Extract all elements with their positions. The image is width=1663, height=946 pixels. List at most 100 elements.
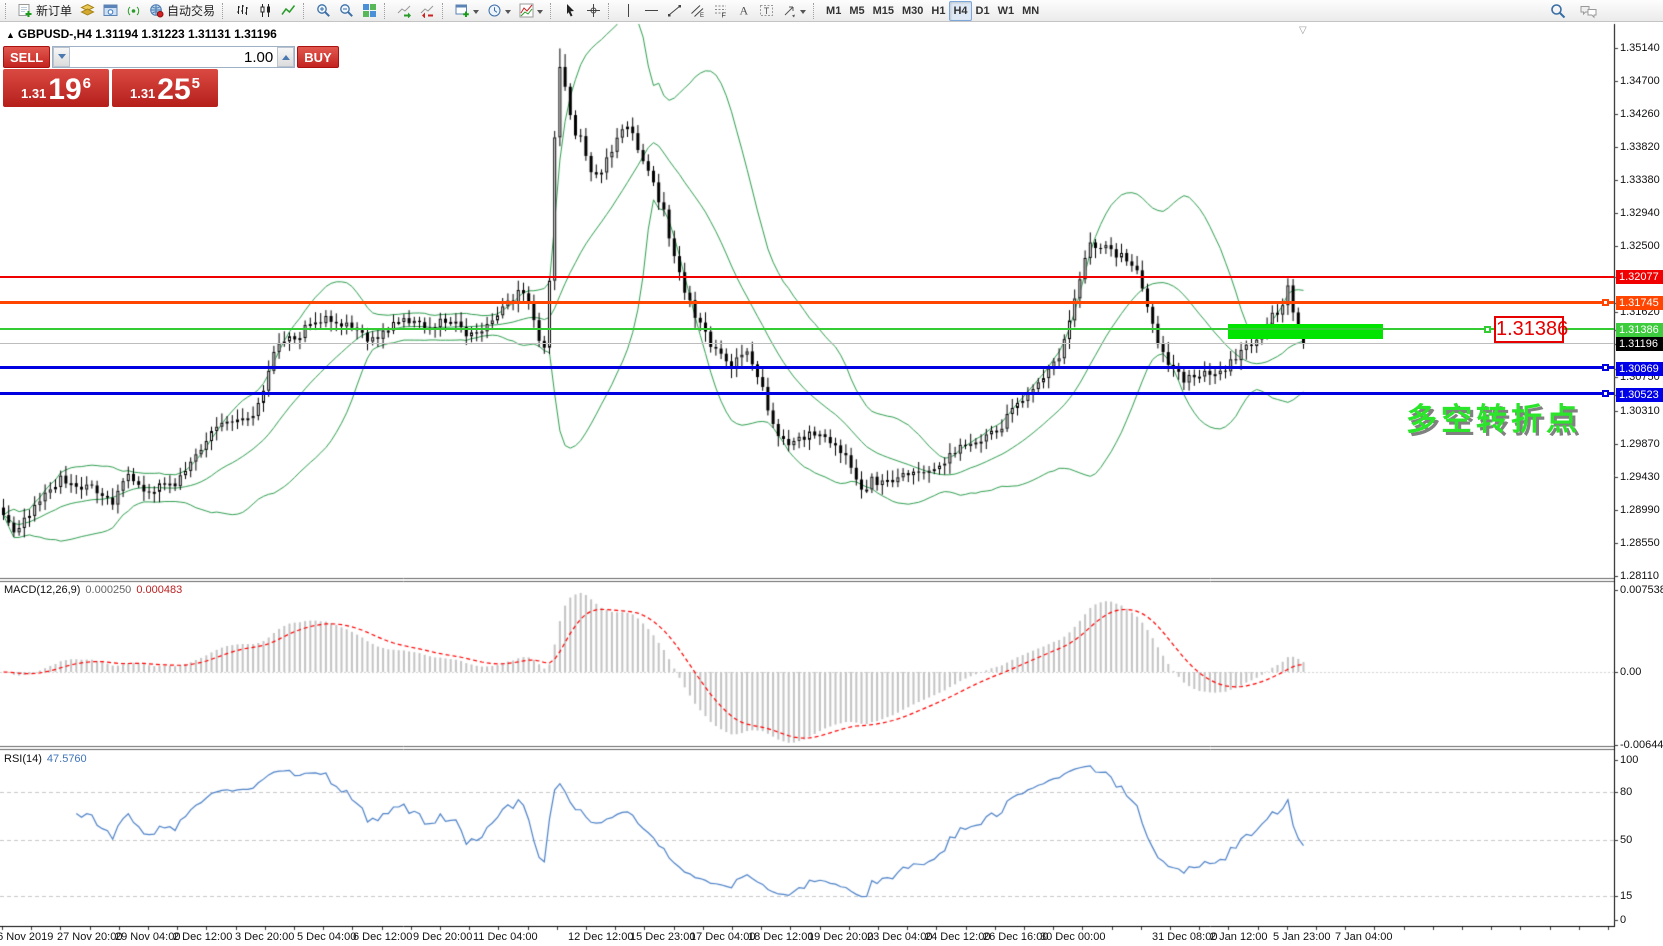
zoom-out-icon — [339, 3, 354, 18]
time-axis-label: 9 Dec 20:00 — [413, 931, 473, 943]
vline-icon — [621, 3, 636, 18]
sell-price-sup: 6 — [82, 75, 92, 92]
period-button[interactable] — [483, 1, 515, 21]
tile-windows-button[interactable] — [358, 1, 381, 21]
macd-main-value: 0.000250 — [85, 584, 132, 596]
fibo-icon: F — [713, 3, 728, 18]
buy-price[interactable]: 1.31 25 5 — [112, 69, 218, 107]
macd-axis-label: 0.00 — [1620, 666, 1642, 678]
market-watch-icon — [80, 3, 95, 18]
price-axis-label: 1.33380 — [1620, 174, 1660, 186]
new-order-button[interactable]: 新订单 — [14, 1, 76, 21]
horizontal-level-line[interactable] — [0, 343, 1614, 344]
indicators-button[interactable] — [515, 1, 547, 21]
macd-axis-label: -0.006446 — [1620, 739, 1663, 751]
line-chart-button[interactable] — [277, 1, 300, 21]
market-watch-button[interactable] — [76, 1, 99, 21]
timeframe-button-m15[interactable]: M15 — [869, 1, 898, 21]
auto-scroll-button[interactable] — [393, 1, 416, 21]
zoom-in-button[interactable] — [312, 1, 335, 21]
timeframe-button-m5[interactable]: M5 — [845, 1, 868, 21]
sell-button[interactable]: SELL — [3, 46, 51, 68]
support-zone-highlight[interactable] — [1228, 324, 1383, 339]
volume-input[interactable] — [70, 47, 278, 67]
svg-text:E: E — [700, 13, 704, 18]
chart-annotation-text[interactable]: 多空转折点 — [1406, 402, 1581, 437]
toolbar-separator — [5, 2, 11, 19]
new-chart-button[interactable] — [451, 1, 483, 21]
chart-shift-marker[interactable]: ▽ — [1299, 25, 1307, 36]
hline-button[interactable] — [640, 1, 663, 21]
autotrading-button[interactable]: 自动交易 — [145, 1, 219, 21]
vline-button[interactable] — [617, 1, 640, 21]
trendline-button[interactable] — [663, 1, 686, 21]
channel-button[interactable]: E — [686, 1, 709, 21]
crosshair-button[interactable] — [582, 1, 605, 21]
horizontal-level-line[interactable] — [0, 301, 1614, 304]
text-button[interactable]: A — [732, 1, 755, 21]
svg-text:F: F — [722, 13, 726, 19]
timeframe-button-mn[interactable]: MN — [1018, 1, 1043, 21]
caret-down-icon — [800, 9, 807, 17]
sell-price[interactable]: 1.31 19 6 — [3, 69, 109, 107]
timeframe-button-m1[interactable]: M1 — [822, 1, 845, 21]
bar-chart-button[interactable] — [231, 1, 254, 21]
shapes-button[interactable] — [778, 1, 810, 21]
terminal-button[interactable] — [122, 1, 145, 21]
label-button[interactable]: T — [755, 1, 778, 21]
price-axis-label: 1.30310 — [1620, 405, 1660, 417]
time-axis-label: 11 Dec 04:00 — [473, 931, 538, 943]
line-drag-handle[interactable] — [1602, 364, 1609, 371]
trade-panel-top-row: SELL BUY — [3, 46, 339, 68]
timeframe-button-d1[interactable]: D1 — [972, 1, 994, 21]
fibo-button[interactable]: F — [709, 1, 732, 21]
bar-chart-icon — [235, 3, 250, 18]
search-button[interactable] — [1546, 1, 1570, 21]
candlestick-button[interactable] — [254, 1, 277, 21]
volume-decrease-button[interactable] — [53, 47, 71, 67]
chat-icon — [1580, 4, 1597, 19]
price-axis-label: 1.28990 — [1620, 504, 1660, 516]
time-axis-label: 27 Nov 20:00 — [57, 931, 123, 943]
line-drag-handle[interactable] — [1602, 299, 1609, 306]
buy-price-big: 25 — [157, 73, 191, 106]
price-tag: 1.32077 — [1616, 270, 1663, 284]
horizontal-level-line[interactable] — [0, 328, 1614, 330]
text-icon: A — [736, 3, 751, 18]
svg-text:T: T — [764, 6, 770, 16]
volume-increase-button[interactable] — [277, 47, 295, 67]
price-tag: 1.31196 — [1616, 337, 1663, 351]
chart-shift-icon — [420, 3, 435, 18]
zoom-out-button[interactable] — [335, 1, 358, 21]
chart-shift-button[interactable] — [416, 1, 439, 21]
price-axis-label: 1.32940 — [1620, 207, 1660, 219]
line-drag-handle[interactable] — [1602, 390, 1609, 397]
time-axis-label: 6 Dec 12:00 — [353, 931, 413, 943]
timeframe-button-m30[interactable]: M30 — [898, 1, 927, 21]
cursor-button[interactable] — [559, 1, 582, 21]
timeframe-button-h4[interactable]: H4 — [949, 0, 972, 21]
autotrading-button-label: 自动交易 — [167, 4, 216, 18]
sell-price-small: 1.31 — [20, 86, 47, 101]
time-axis-label: 29 Nov 04:00 — [115, 931, 181, 943]
time-axis-label: 3 Dec 20:00 — [235, 931, 295, 943]
price-tag: 1.30869 — [1616, 362, 1663, 376]
timeframe-button-w1[interactable]: W1 — [994, 1, 1019, 21]
line-chart-icon — [281, 3, 296, 18]
horizontal-level-line[interactable] — [0, 392, 1614, 395]
clock-icon — [487, 3, 502, 18]
horizontal-level-line[interactable] — [0, 366, 1614, 369]
chat-button[interactable] — [1576, 1, 1601, 21]
horizontal-level-line[interactable] — [0, 276, 1614, 278]
crosshair-icon — [586, 3, 601, 18]
price-axis-label: 1.34260 — [1620, 108, 1660, 120]
price-level-label[interactable]: 1.31386 — [1494, 316, 1568, 343]
buy-button[interactable]: BUY — [297, 46, 339, 68]
macd-signal-value: 0.000483 — [136, 584, 183, 596]
navigator-button[interactable] — [99, 1, 122, 21]
trendline-icon — [667, 3, 682, 18]
timeframe-button-h1[interactable]: H1 — [927, 1, 949, 21]
line-drag-handle[interactable] — [1484, 326, 1491, 333]
chart-symbol: GBPUSD-,H4 — [17, 27, 92, 41]
